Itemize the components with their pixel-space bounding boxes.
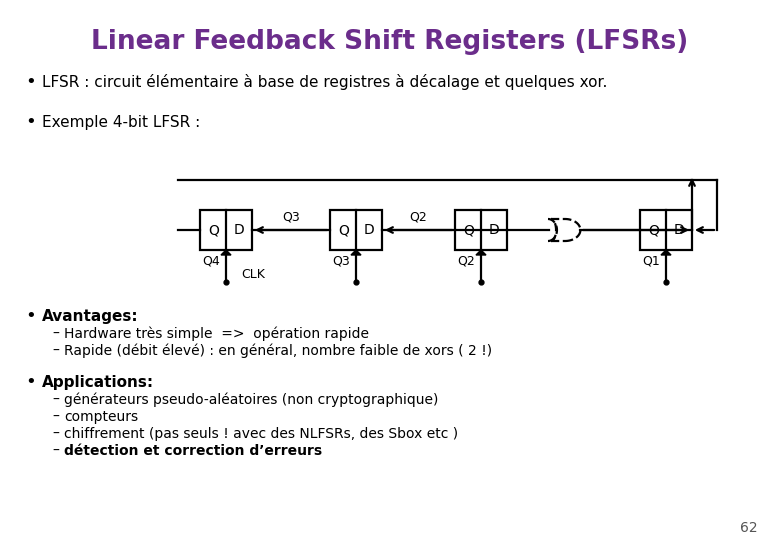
Text: Q: Q [339,223,349,237]
Bar [640,210,692,250]
Text: Linear Feedback Shift Registers (LFSRs): Linear Feedback Shift Registers (LFSRs) [91,29,689,55]
Text: –: – [52,344,58,358]
Polygon shape [661,250,671,255]
Text: Applications:: Applications: [42,375,154,389]
Text: –: – [52,410,58,424]
Text: compteurs: compteurs [64,410,138,424]
Text: Rapide (débit élevé) : en général, nombre faible de xors ( 2 !): Rapide (débit élevé) : en général, nombr… [64,344,492,358]
Text: LFSR : circuit élémentaire à base de registres à décalage et quelques xor.: LFSR : circuit élémentaire à base de reg… [42,74,608,90]
Text: D: D [488,223,499,237]
Text: Q1: Q1 [642,254,660,267]
Text: –: – [52,327,58,341]
Text: CLK: CLK [241,267,265,280]
Bar [330,210,382,250]
Bar [200,210,252,250]
Text: –: – [52,393,58,407]
Text: •: • [25,307,36,325]
Text: Q: Q [208,223,219,237]
Polygon shape [351,250,361,255]
Polygon shape [221,250,231,255]
Text: Q2: Q2 [410,211,427,224]
Text: Q: Q [463,223,474,237]
Text: –: – [52,444,58,458]
Text: D: D [363,223,374,237]
Text: Exemple 4-bit LFSR :: Exemple 4-bit LFSR : [42,114,200,130]
Text: •: • [25,373,36,391]
Text: Q3: Q3 [332,254,349,267]
Text: chiffrement (pas seuls ! avec des NLFSRs, des Sbox etc ): chiffrement (pas seuls ! avec des NLFSRs… [64,427,458,441]
Text: Q4: Q4 [202,254,220,267]
Text: détection et correction d’erreurs: détection et correction d’erreurs [64,444,322,458]
Text: •: • [25,73,36,91]
Bar [455,210,507,250]
Text: générateurs pseudo-aléatoires (non cryptographique): générateurs pseudo-aléatoires (non crypt… [64,393,438,407]
Text: Q3: Q3 [282,211,300,224]
Text: 62: 62 [740,521,758,535]
Text: •: • [25,113,36,131]
Text: Hardware très simple  =>  opération rapide: Hardware très simple => opération rapide [64,327,369,341]
Text: Avantages:: Avantages: [42,308,139,323]
Text: –: – [52,427,58,441]
Text: D: D [674,223,684,237]
Text: Q2: Q2 [457,254,475,267]
Text: Q: Q [649,223,659,237]
Polygon shape [476,250,486,255]
Text: D: D [234,223,244,237]
